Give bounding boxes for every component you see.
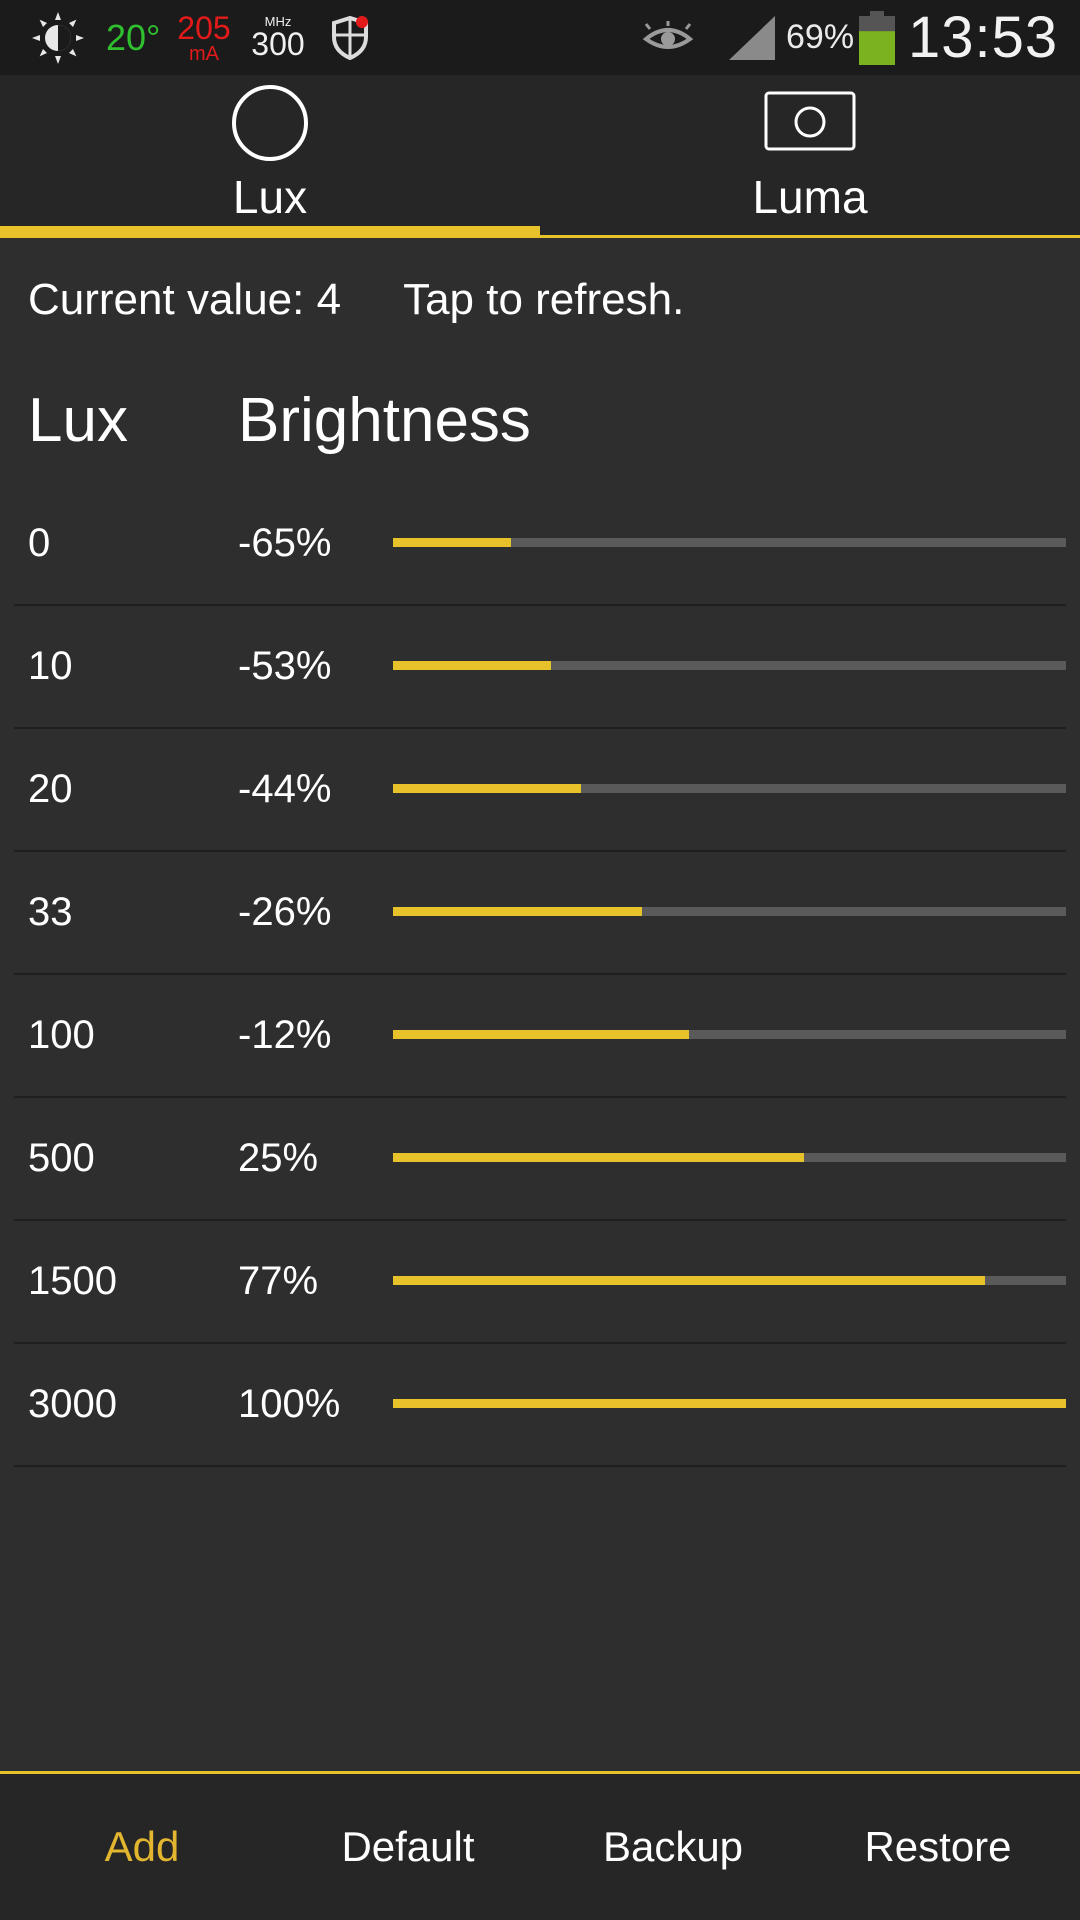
- current-unit: mA: [189, 42, 219, 65]
- brightness-list: 0 -65% 10 -53% 20 -44% 33 -26% 100 -12% 500 25% 1500…: [14, 483, 1066, 1467]
- restore-button[interactable]: Restore: [864, 1823, 1012, 1870]
- list-item[interactable]: 3000 100%: [14, 1344, 1066, 1467]
- list-item[interactable]: 10 -53%: [14, 606, 1066, 729]
- tab-bar: Lux Luma: [0, 75, 1080, 238]
- tab-luma-label: Luma: [752, 171, 868, 223]
- brightness-value: 100%: [238, 1382, 341, 1426]
- brightness-slider[interactable]: [393, 907, 1066, 916]
- lux-value: 500: [28, 1136, 95, 1180]
- tab-luma[interactable]: Luma: [540, 75, 1080, 238]
- column-header-brightness: Brightness: [238, 386, 531, 455]
- brightness-value: -12%: [238, 1013, 332, 1057]
- brightness-slider-fill: [393, 1153, 804, 1162]
- signal-icon: [726, 0, 778, 75]
- brightness-slider-fill: [393, 661, 552, 670]
- temperature-readout: 20°: [106, 16, 161, 58]
- backup-button[interactable]: Backup: [602, 1823, 744, 1870]
- brightness-slider[interactable]: [393, 1276, 1066, 1285]
- circle-icon: [232, 85, 308, 161]
- eye-icon: [640, 0, 696, 75]
- lux-value: 100: [28, 1013, 95, 1057]
- lux-value: 33: [28, 890, 73, 934]
- brightness-slider[interactable]: [393, 784, 1066, 793]
- lux-value: 3000: [28, 1382, 117, 1426]
- shield-icon: [328, 0, 372, 75]
- brightness-slider[interactable]: [393, 1399, 1066, 1408]
- camera-frame-icon: [764, 91, 856, 151]
- current-value-refresh[interactable]: Current value: 4 Tap to refresh.: [28, 270, 684, 330]
- brightness-value: -53%: [238, 644, 332, 688]
- cpu-readout: MHz 300: [250, 0, 306, 75]
- current-readout: 205 mA: [176, 0, 232, 75]
- column-header-lux: Lux: [28, 386, 128, 455]
- lux-value: 1500: [28, 1259, 117, 1303]
- tab-lux[interactable]: Lux: [0, 75, 540, 238]
- brightness-slider[interactable]: [393, 538, 1066, 547]
- battery-icon: [858, 0, 896, 75]
- brightness-slider-fill: [393, 1276, 986, 1285]
- brightness-auto-icon: [28, 0, 88, 75]
- list-item[interactable]: 500 25%: [14, 1098, 1066, 1221]
- list-item[interactable]: 1500 77%: [14, 1221, 1066, 1344]
- tab-divider: [0, 235, 1080, 238]
- current-value-text: Current value: 4: [28, 275, 342, 324]
- list-item[interactable]: 0 -65%: [14, 483, 1066, 606]
- lux-value: 20: [28, 767, 73, 811]
- brightness-slider-fill: [393, 907, 642, 916]
- brightness-value: 77%: [238, 1259, 319, 1303]
- cpu-value: 300: [251, 26, 305, 62]
- brightness-value: -65%: [238, 521, 332, 565]
- lux-value: 0: [28, 521, 51, 565]
- add-button[interactable]: Add: [104, 1823, 180, 1870]
- battery-percent: 69%: [786, 18, 855, 56]
- lux-value: 10: [28, 644, 73, 688]
- brightness-slider[interactable]: [393, 1153, 1066, 1162]
- tap-to-refresh-text: Tap to refresh.: [403, 275, 685, 324]
- brightness-slider[interactable]: [393, 661, 1066, 670]
- current-value: 205: [177, 9, 231, 46]
- list-item[interactable]: 100 -12%: [14, 975, 1066, 1098]
- brightness-slider[interactable]: [393, 1030, 1066, 1039]
- brightness-slider-fill: [393, 1030, 690, 1039]
- list-item[interactable]: 33 -26%: [14, 852, 1066, 975]
- brightness-value: -44%: [238, 767, 332, 811]
- brightness-value: 25%: [238, 1136, 319, 1180]
- default-button[interactable]: Default: [341, 1823, 475, 1870]
- brightness-slider-fill: [393, 784, 582, 793]
- clock: 13:53: [908, 5, 1059, 70]
- brightness-value: -26%: [238, 890, 332, 934]
- bottom-action-bar: Add Default Backup Restore: [0, 1771, 1080, 1920]
- cpu-unit: MHz: [264, 14, 292, 29]
- status-bar: 20° 205 mA MHz 300: [0, 0, 1080, 75]
- brightness-slider-fill: [393, 1399, 1066, 1408]
- tab-lux-label: Lux: [232, 171, 308, 223]
- list-item[interactable]: 20 -44%: [14, 729, 1066, 852]
- brightness-slider-fill: [393, 538, 511, 547]
- tab-active-indicator: [0, 226, 540, 238]
